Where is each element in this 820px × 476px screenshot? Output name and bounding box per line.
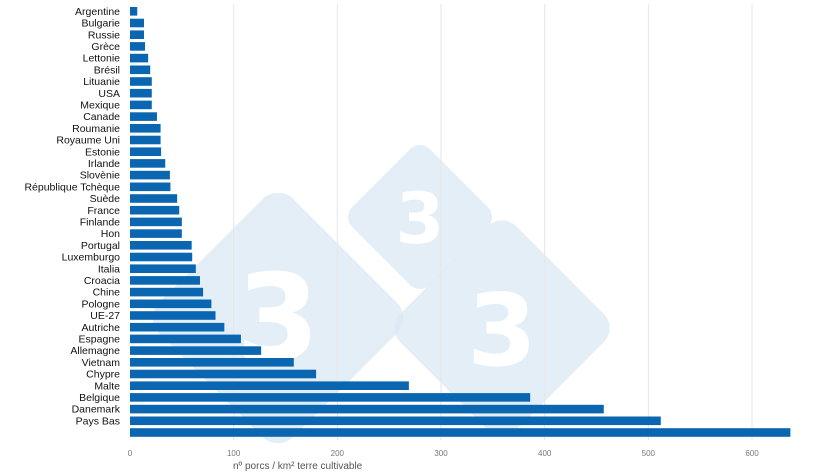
bar	[130, 65, 151, 75]
category-label: Vietnam	[82, 357, 121, 369]
category-label: UE-27	[90, 310, 120, 322]
bar	[130, 147, 162, 156]
category-label: France	[87, 205, 120, 217]
category-label: Chine	[93, 287, 121, 299]
category-label: Russie	[88, 29, 120, 41]
category-label: Royaume Uni	[56, 135, 120, 147]
x-tick-label: 500	[642, 449, 656, 458]
x-axis-ticks: 0 100 200 300 400 500 600	[128, 449, 759, 458]
category-label: Luxemburgo	[62, 252, 121, 264]
bar	[130, 322, 225, 332]
bar	[130, 428, 791, 437]
bar	[130, 112, 157, 121]
bar	[130, 124, 161, 133]
bar	[130, 404, 604, 414]
x-tick-label: 0	[128, 449, 133, 458]
svg-text:3: 3	[467, 272, 537, 389]
bar	[130, 159, 166, 168]
x-tick-label: 200	[331, 449, 345, 458]
bar	[130, 100, 152, 110]
bar	[130, 7, 138, 16]
bar	[130, 416, 661, 426]
bar	[130, 170, 170, 180]
bar	[130, 393, 531, 402]
category-label: Chypre	[86, 369, 120, 381]
category-label: Finlande	[80, 217, 120, 229]
category-label: Danemark	[72, 404, 121, 416]
bar	[130, 299, 212, 309]
category-label: Roumanie	[72, 123, 120, 135]
bar	[130, 182, 171, 192]
category-labels: ArgentineBulgarieRussieGrèceLettonieBrés…	[24, 6, 121, 427]
category-label: Slovènie	[80, 170, 120, 182]
category-label: Pologne	[81, 298, 120, 310]
category-label: Allemagne	[70, 345, 120, 357]
category-label: République Tchèque	[24, 181, 120, 193]
bar	[130, 135, 161, 145]
bar	[130, 287, 204, 297]
bar	[130, 241, 192, 250]
category-label: Espagne	[79, 334, 121, 346]
bar	[130, 334, 241, 344]
gridlines	[233, 4, 753, 440]
bar	[130, 18, 144, 28]
bar	[130, 77, 152, 86]
category-label: Suède	[90, 193, 121, 205]
x-tick-label: 400	[538, 449, 552, 458]
bar	[130, 88, 152, 98]
category-label: Hon	[101, 228, 120, 240]
bar	[130, 194, 178, 203]
bar	[130, 369, 317, 379]
x-tick-label: 100	[227, 449, 241, 458]
bar	[130, 276, 200, 285]
x-tick-label: 300	[434, 449, 448, 458]
bar	[130, 311, 216, 320]
category-label: Grèce	[91, 41, 120, 53]
category-label: Autriche	[81, 322, 120, 334]
bar	[130, 252, 193, 262]
x-tick-label: 600	[745, 449, 759, 458]
category-label: Argentine	[75, 6, 120, 18]
category-label: Italia	[98, 263, 120, 275]
category-label: Mexique	[80, 100, 120, 112]
watermark-logo: 3 3 3	[152, 145, 610, 444]
category-label: Lituanie	[83, 76, 120, 88]
bar	[130, 217, 182, 227]
category-label: Estonie	[85, 146, 120, 158]
svg-text:3: 3	[396, 178, 445, 260]
category-label: Croacia	[84, 275, 120, 287]
category-label: Malte	[94, 380, 120, 392]
category-label: Belgique	[79, 392, 120, 404]
category-label: Portugal	[81, 240, 120, 252]
bar	[130, 264, 196, 273]
bar	[130, 229, 182, 238]
bars	[130, 7, 791, 437]
bar	[130, 53, 149, 63]
category-label: Pays Bas	[76, 415, 120, 427]
svg-text:3: 3	[236, 250, 320, 389]
category-label: Lettonie	[83, 53, 121, 65]
category-label: Irlande	[88, 158, 120, 170]
x-axis-title: nº porcs / km² terre cultivable	[233, 461, 363, 472]
category-label: Canade	[83, 111, 120, 123]
category-label: Bulgarie	[81, 18, 120, 30]
category-label: Brésil	[94, 64, 120, 76]
bar	[130, 381, 409, 390]
bar	[130, 205, 180, 215]
bar	[130, 358, 294, 367]
bar	[130, 30, 144, 39]
bar	[130, 42, 146, 51]
category-label: USA	[98, 88, 120, 100]
bar	[130, 346, 262, 355]
